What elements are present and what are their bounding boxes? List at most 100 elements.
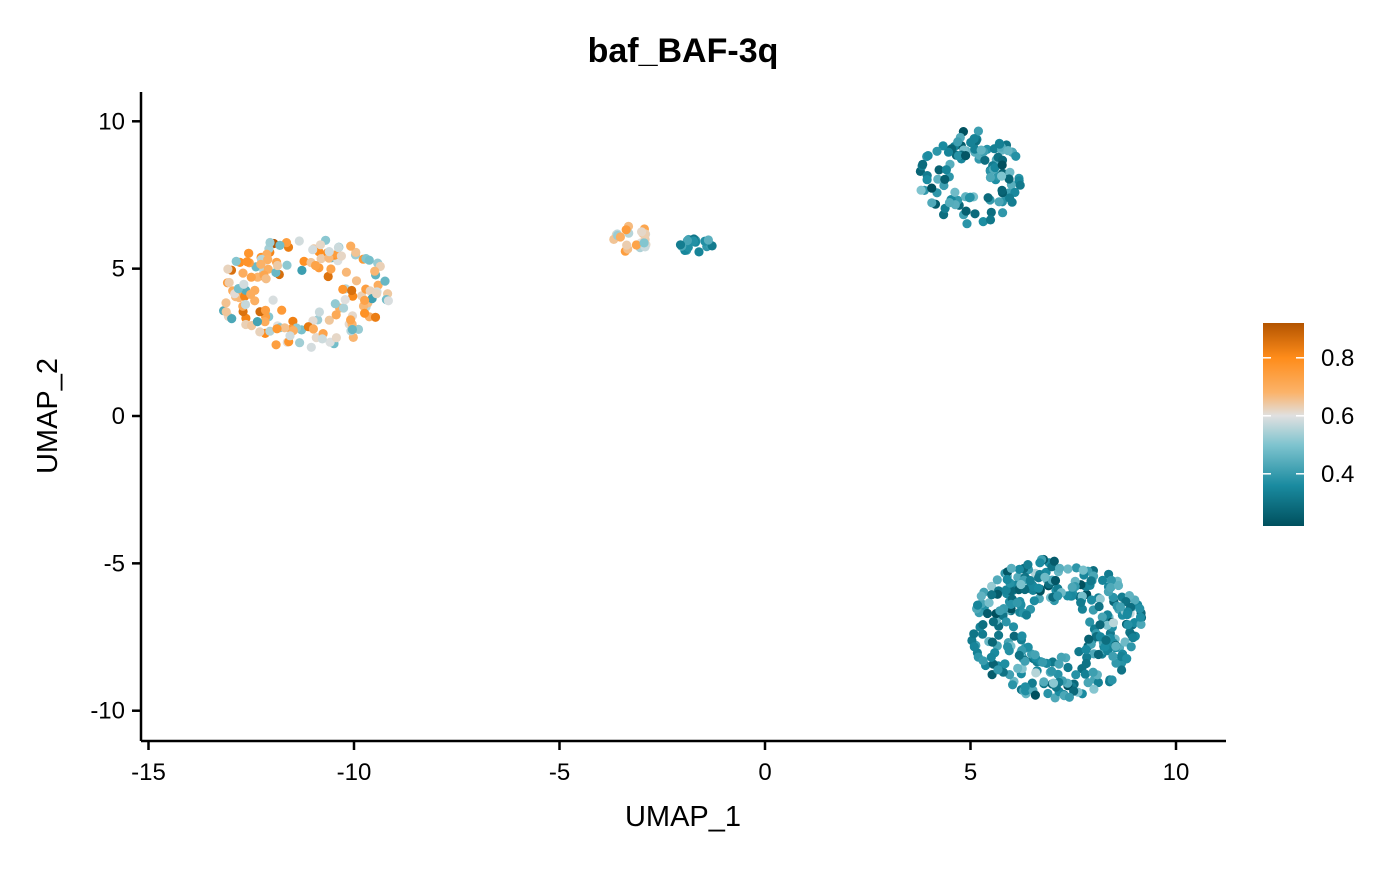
scatter-point [224,277,234,288]
scatter-point [1086,576,1096,586]
scatter-point [622,240,632,250]
scatter-point [277,305,287,315]
scatter-point [294,236,304,246]
scatter-point [380,276,390,286]
scatter-point [1016,579,1026,590]
scatter-point [1007,197,1017,207]
x-tick-label: 0 [758,759,771,786]
scatter-point [1039,677,1049,687]
scatter-point [1093,649,1103,660]
scatter-point [1014,564,1024,575]
scatter-point [239,279,249,289]
scatter-point [987,581,997,592]
y-tick-label: 10 [98,108,125,135]
scatter-point [260,317,270,327]
scatter-point [372,289,382,299]
scatter-point [1107,675,1117,685]
scatter-point [330,299,340,309]
scatter-point [982,608,993,619]
scatter-point [331,310,341,320]
scatter-point [1000,659,1010,669]
scatter-point [280,323,290,333]
scatter-point [631,240,642,250]
scatter-point [341,267,351,277]
scatter-point [1004,174,1014,184]
scatter-point [995,606,1005,616]
scatter-point [1123,620,1133,630]
scatter-point [1053,591,1063,601]
scatter-point [271,340,281,350]
scatter-point [297,265,307,275]
scatter-point [987,637,998,647]
scatter-point [976,591,986,601]
scatter-point [1093,677,1103,688]
scatter-point [260,305,271,315]
x-tick-label: -5 [549,759,570,786]
scatter-point [1122,654,1132,664]
scatter-point [950,187,960,197]
scatter-point [1049,556,1059,566]
scatter-point [295,338,305,348]
scatter-point [1040,572,1050,582]
scatter-point [1003,146,1013,156]
scatter-point [231,256,241,266]
scatter-point [285,331,295,341]
scatter-point [983,193,993,203]
scatter-point [703,235,714,245]
scatter-point [1094,601,1104,612]
scatter-point [969,642,979,652]
scatter-point [306,342,316,352]
scatter-point [1014,650,1024,661]
scatter-point [1088,667,1098,677]
scatter-point [255,327,265,337]
scatter-point [1108,651,1118,662]
scatter-point [346,315,356,325]
scatter-point [944,198,955,208]
scatter-point [1017,631,1027,641]
scatter-point [1027,678,1037,688]
scatter-point [961,151,971,161]
scatter-point [997,171,1007,181]
scatter-point [314,307,324,317]
scatter-point [242,257,252,267]
scatter-point [1126,642,1136,652]
scatter-point [272,324,282,334]
scatter-point [221,298,231,308]
scatter-point [246,272,256,282]
scatter-point [331,333,341,343]
scatter-point [916,185,926,195]
x-tick-label: -15 [131,759,166,786]
scatter-point [978,620,988,630]
x-tick-label: 10 [1163,759,1190,786]
scatter-point [1063,662,1073,673]
scatter-point [621,225,631,235]
scatter-point [953,137,963,147]
scatter-point [1098,575,1108,586]
scatter-point [1020,656,1030,666]
colorbar-tick-label: 0.8 [1321,345,1354,372]
colorbar-legend: 0.4 0.6 0.8 [1263,323,1354,526]
scatter-point [1021,610,1032,620]
scatter-point [1055,563,1065,573]
scatter-point [1128,633,1138,643]
scatter-point [1047,666,1057,676]
scatter-point [1063,564,1073,574]
scatter-point [615,232,626,242]
scatter-point [1081,645,1091,655]
scatter-point [1080,669,1090,679]
scatter-point [1030,690,1040,700]
scatter-point [675,240,686,250]
scatter-point [360,308,370,318]
scatter-point [1030,650,1040,660]
scatter-point [317,334,327,344]
scatter-point [275,240,285,250]
scatter-point [998,208,1008,218]
scatter-point [1085,617,1095,627]
scatter-point [980,155,990,165]
scatter-point [1064,692,1074,702]
x-tick-label: 5 [964,759,977,786]
scatter-point [985,215,996,225]
colorbar-tick-label: 0.6 [1321,403,1354,430]
scatter-point [1106,582,1116,593]
